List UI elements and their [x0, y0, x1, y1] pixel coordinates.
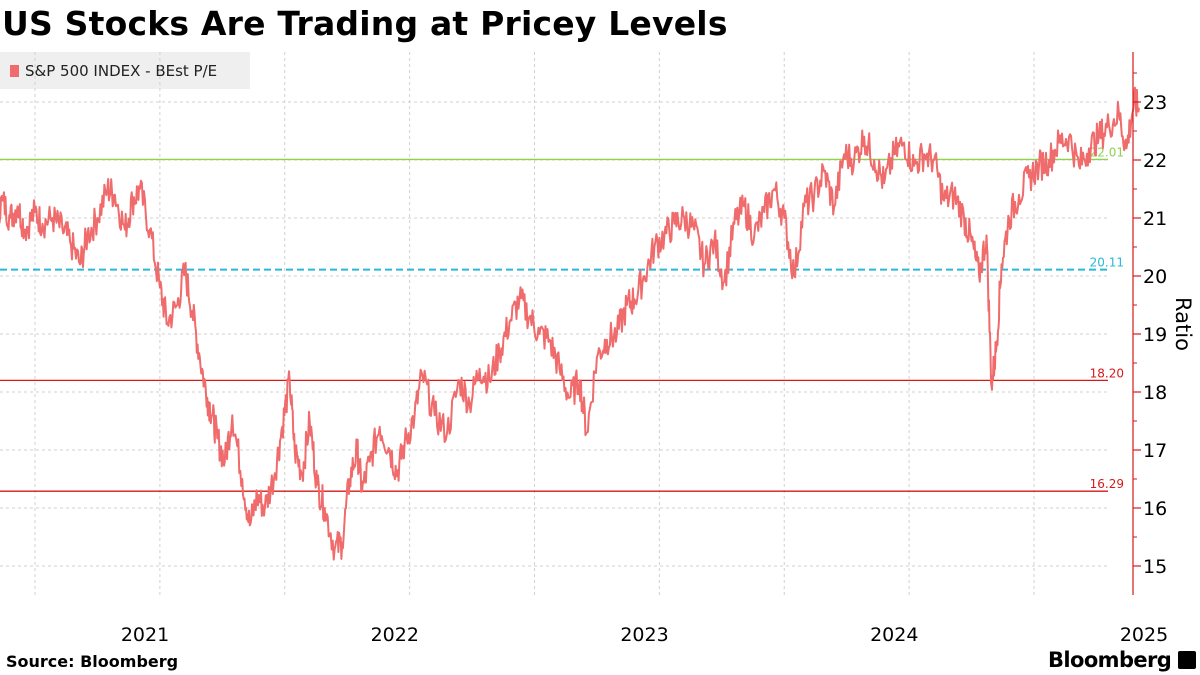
- x-tick-label: 2025: [1120, 624, 1168, 646]
- y-tick-label: 22: [1143, 150, 1167, 172]
- x-axis-labels: 2021 2022 2023 2024 2025: [121, 624, 1168, 646]
- legend: S&P 500 INDEX - BEst P/E: [0, 52, 250, 89]
- legend-label: S&P 500 INDEX - BEst P/E: [25, 61, 218, 80]
- x-tick-label: 2023: [620, 624, 668, 646]
- y-gridlines: [0, 101, 1108, 567]
- y-tick-label: 17: [1143, 440, 1167, 462]
- y-axis-title: Ratio: [1171, 297, 1195, 351]
- y-tick-label: 20: [1143, 266, 1167, 288]
- reference-label-20.11: 20.11: [1090, 256, 1124, 270]
- reference-label-16.29: 16.29: [1090, 477, 1124, 491]
- reference-label-18.20: 18.20: [1090, 366, 1124, 380]
- reference-lines: 22.01 20.11 18.20 16.29: [0, 145, 1124, 492]
- x-tick-label: 2021: [121, 624, 169, 646]
- brand-logo-text: Bloomberg: [1048, 648, 1172, 672]
- y-tick-label: 23: [1143, 92, 1167, 114]
- y-axis: 15 16 17 18 19 20 21 22 23: [1132, 52, 1167, 595]
- y-tick-label: 15: [1143, 556, 1167, 578]
- x-tick-label: 2024: [870, 624, 918, 646]
- series-line: [0, 86, 1140, 561]
- reference-label-22.01: 22.01: [1090, 145, 1124, 159]
- legend-swatch: [10, 64, 19, 77]
- y-tick-label: 19: [1143, 324, 1167, 346]
- chart-title: US Stocks Are Trading at Pricey Levels: [2, 4, 728, 43]
- y-tick-label: 16: [1143, 498, 1167, 520]
- y-tick-label: 18: [1143, 382, 1167, 404]
- y-tick-label: 21: [1143, 208, 1167, 230]
- brand-logo-icon: [1178, 651, 1196, 669]
- source-note: Source: Bloomberg: [6, 652, 179, 671]
- x-tick-label: 2022: [371, 624, 419, 646]
- series-layer: [0, 86, 1140, 561]
